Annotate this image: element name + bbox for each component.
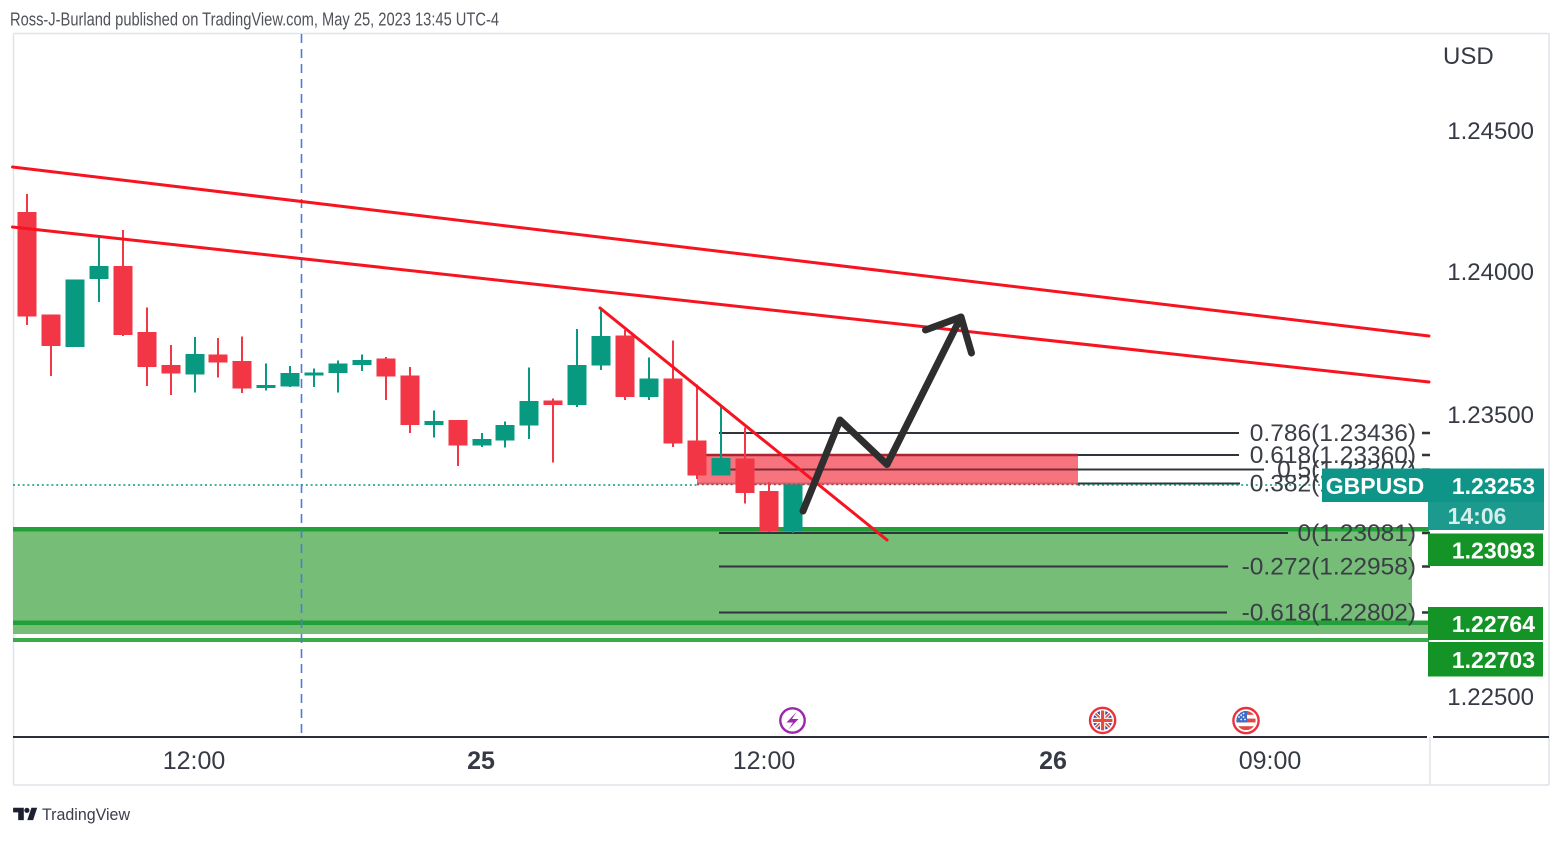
svg-text:26: 26 <box>1039 747 1067 775</box>
svg-text:1.23093: 1.23093 <box>1452 537 1535 563</box>
svg-text:-0.272(1.22958): -0.272(1.22958) <box>1242 554 1416 581</box>
svg-text:1.22764: 1.22764 <box>1452 611 1535 637</box>
svg-text:1.23500: 1.23500 <box>1447 402 1534 429</box>
svg-text:USD: USD <box>1443 43 1494 70</box>
svg-text:25: 25 <box>467 747 495 775</box>
svg-text:-0.618(1.22802): -0.618(1.22802) <box>1242 600 1416 627</box>
svg-text:GBPUSD: GBPUSD <box>1326 473 1424 499</box>
svg-text:0(1.23081): 0(1.23081) <box>1297 520 1416 547</box>
svg-text:0.786(1.23436): 0.786(1.23436) <box>1250 420 1416 447</box>
svg-text:1.22703: 1.22703 <box>1452 647 1535 673</box>
svg-text:1.22500: 1.22500 <box>1447 684 1534 711</box>
svg-text:0.618(1.23360): 0.618(1.23360) <box>1250 442 1416 469</box>
svg-text:09:00: 09:00 <box>1239 747 1302 775</box>
svg-text:12:00: 12:00 <box>733 747 796 775</box>
svg-text:TradingView: TradingView <box>42 805 131 824</box>
svg-text:1.24000: 1.24000 <box>1447 259 1534 286</box>
svg-text:1.23253: 1.23253 <box>1452 473 1535 499</box>
svg-text:1.24500: 1.24500 <box>1447 118 1534 145</box>
svg-text:Ross-J-Burland published on Tr: Ross-J-Burland published on TradingView.… <box>10 9 499 30</box>
svg-text:14:06: 14:06 <box>1448 503 1507 529</box>
svg-text:12:00: 12:00 <box>163 747 226 775</box>
